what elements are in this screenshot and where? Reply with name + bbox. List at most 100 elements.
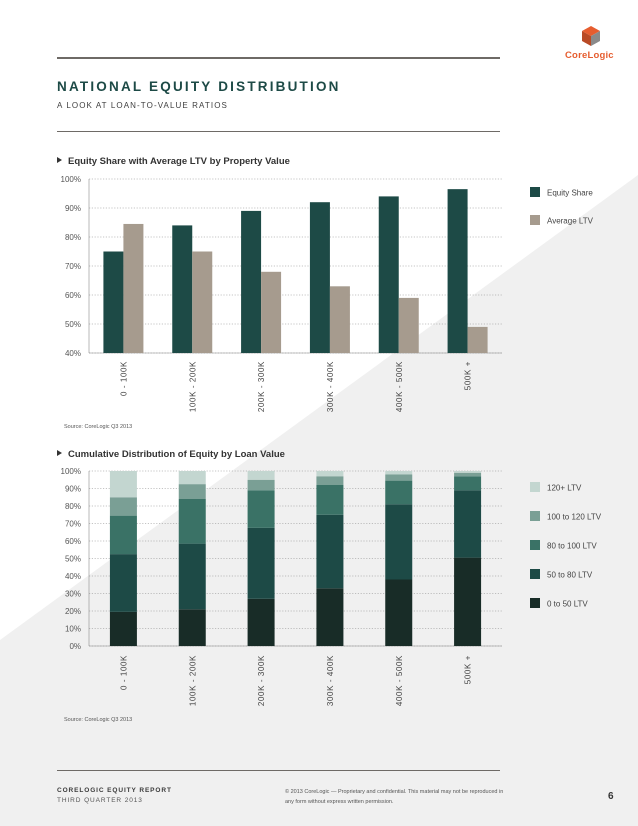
x-tick-label: 200K - 300K <box>257 655 266 706</box>
bar-segment-120plus-ltv <box>178 471 206 485</box>
chart2-cumulative-distribution: 0% 10% 20% 30% 40% 50% 60% 70% 80% 90% 100% 0 - 100… <box>61 467 602 706</box>
footer-report-period: THIRD QUARTER 2013 <box>57 797 143 804</box>
x-tick-label: 400K - 500K <box>395 361 404 412</box>
footer-legal-text: © 2013 CoreLogic — Proprietary and confi… <box>285 789 504 805</box>
y-tick-label: 0% <box>69 642 81 651</box>
y-tick-label: 90% <box>65 485 81 494</box>
y-tick-label: 40% <box>65 572 81 581</box>
bar-equity-share <box>241 210 262 353</box>
bar-segment-120plus-ltv <box>316 471 344 477</box>
chart1-title: Equity Share with Average LTV by Propert… <box>57 156 290 167</box>
page-number: 6 <box>608 791 614 802</box>
chart1-title-text: Equity Share with Average LTV by Propert… <box>68 156 290 167</box>
bar-segment-80-to-100-ltv <box>454 476 482 491</box>
legend-label: 0 to 50 LTV <box>547 600 588 609</box>
bar-segment-80-to-100-ltv <box>316 485 344 515</box>
x-tick-label: 500K + <box>464 655 473 684</box>
logo-text: CoreLogic <box>565 50 614 61</box>
x-tick-label: 200K - 300K <box>257 361 266 412</box>
bar-segment-120plus-ltv <box>109 471 137 498</box>
y-tick-label: 70% <box>65 520 81 529</box>
bar-equity-share <box>172 225 193 353</box>
bar-segment-80-to-100-ltv <box>385 480 413 505</box>
x-tick-label: 0 - 100K <box>119 655 128 690</box>
bullet-triangle-icon <box>57 157 62 163</box>
y-tick-label: 80% <box>65 502 81 511</box>
bar-segment-80-to-100-ltv <box>178 499 206 544</box>
x-tick-label: 0 - 100K <box>119 361 128 396</box>
legend-swatch <box>530 215 540 225</box>
y-tick-label: 90% <box>65 204 81 213</box>
bar-segment-100-to-120-ltv <box>178 484 206 499</box>
bar-segment-100-to-120-ltv <box>385 474 413 481</box>
y-tick-label: 80% <box>65 233 81 242</box>
legend-swatch <box>530 569 540 579</box>
legend-label: Average LTV <box>547 217 594 226</box>
legend-label: 50 to 80 LTV <box>547 571 593 580</box>
bar-segment-100-to-120-ltv <box>316 476 344 485</box>
y-tick-label: 100% <box>61 175 81 184</box>
chart2-title-text: Cumulative Distribution of Equity by Loa… <box>68 449 285 460</box>
bar-average-ltv <box>398 297 419 353</box>
chart1-equity-share: 40% 50% 60% 70% 80% 90% 100% 0 - 100K 100K - 200… <box>61 175 594 412</box>
legend-label: 80 to 100 LTV <box>547 542 597 551</box>
chart2-source: Source: CoreLogic Q3 2013 <box>64 717 133 723</box>
y-tick-label: 40% <box>65 349 81 358</box>
bar-segment-100-to-120-ltv <box>247 479 275 491</box>
bar-segment-100-to-120-ltv <box>454 472 482 477</box>
chart2-title: Cumulative Distribution of Equity by Loa… <box>57 449 285 460</box>
bar-segment-50-to-80-ltv <box>385 504 413 580</box>
legend-swatch <box>530 482 540 492</box>
bar-equity-share <box>447 189 468 353</box>
legend-swatch <box>530 187 540 197</box>
y-tick-label: 50% <box>65 320 81 329</box>
header-bottom-rule <box>57 131 500 132</box>
x-tick-label: 400K - 500K <box>395 655 404 706</box>
bar-segment-80-to-100-ltv <box>247 490 275 528</box>
page-title: NATIONAL EQUITY DISTRIBUTION <box>57 79 341 94</box>
y-tick-label: 20% <box>65 607 81 616</box>
y-tick-label: 30% <box>65 590 81 599</box>
bar-segment-50-to-80-ltv <box>247 527 275 599</box>
y-tick-label: 100% <box>61 467 81 476</box>
footer-rule <box>57 770 500 771</box>
x-tick-label: 500K + <box>464 361 473 390</box>
page-subtitle: A LOOK AT LOAN-TO-VALUE RATIOS <box>57 101 228 110</box>
y-tick-label: 50% <box>65 555 81 564</box>
y-tick-label: 60% <box>65 537 81 546</box>
bar-segment-100-to-120-ltv <box>109 497 137 516</box>
bar-equity-share <box>103 251 124 353</box>
bar-segment-0-to-50-ltv <box>109 611 137 646</box>
y-tick-label: 10% <box>65 625 81 634</box>
x-tick-label: 300K - 400K <box>326 361 335 412</box>
bar-segment-120plus-ltv <box>454 471 482 473</box>
y-tick-label: 60% <box>65 291 81 300</box>
footer-report-title: CORELOGIC EQUITY REPORT <box>57 787 172 794</box>
bar-segment-120plus-ltv <box>385 471 413 475</box>
bar-average-ltv <box>467 326 488 353</box>
legend-swatch <box>530 511 540 521</box>
bar-segment-0-to-50-ltv <box>454 557 482 646</box>
legend-label: Equity Share <box>547 189 593 198</box>
chart1-source: Source: CoreLogic Q3 2013 <box>64 424 133 430</box>
bar-average-ltv <box>192 251 213 353</box>
header-top-rule <box>57 57 500 59</box>
bar-segment-80-to-100-ltv <box>109 515 137 555</box>
bar-segment-50-to-80-ltv <box>178 543 206 610</box>
legend-label: 100 to 120 LTV <box>547 513 602 522</box>
x-tick-label: 100K - 200K <box>188 361 197 412</box>
x-tick-label: 100K - 200K <box>188 655 197 706</box>
bar-equity-share <box>309 202 330 353</box>
y-tick-label: 70% <box>65 262 81 271</box>
bullet-triangle-icon <box>57 450 62 456</box>
bar-segment-50-to-80-ltv <box>454 490 482 558</box>
bar-equity-share <box>378 196 399 353</box>
bar-segment-50-to-80-ltv <box>316 514 344 589</box>
bar-segment-0-to-50-ltv <box>178 609 206 646</box>
bar-segment-0-to-50-ltv <box>316 588 344 646</box>
bar-segment-120plus-ltv <box>247 471 275 480</box>
corelogic-logo-icon <box>582 26 600 46</box>
legend-swatch <box>530 598 540 608</box>
bar-segment-0-to-50-ltv <box>385 579 413 646</box>
legend-label: 120+ LTV <box>547 484 582 493</box>
